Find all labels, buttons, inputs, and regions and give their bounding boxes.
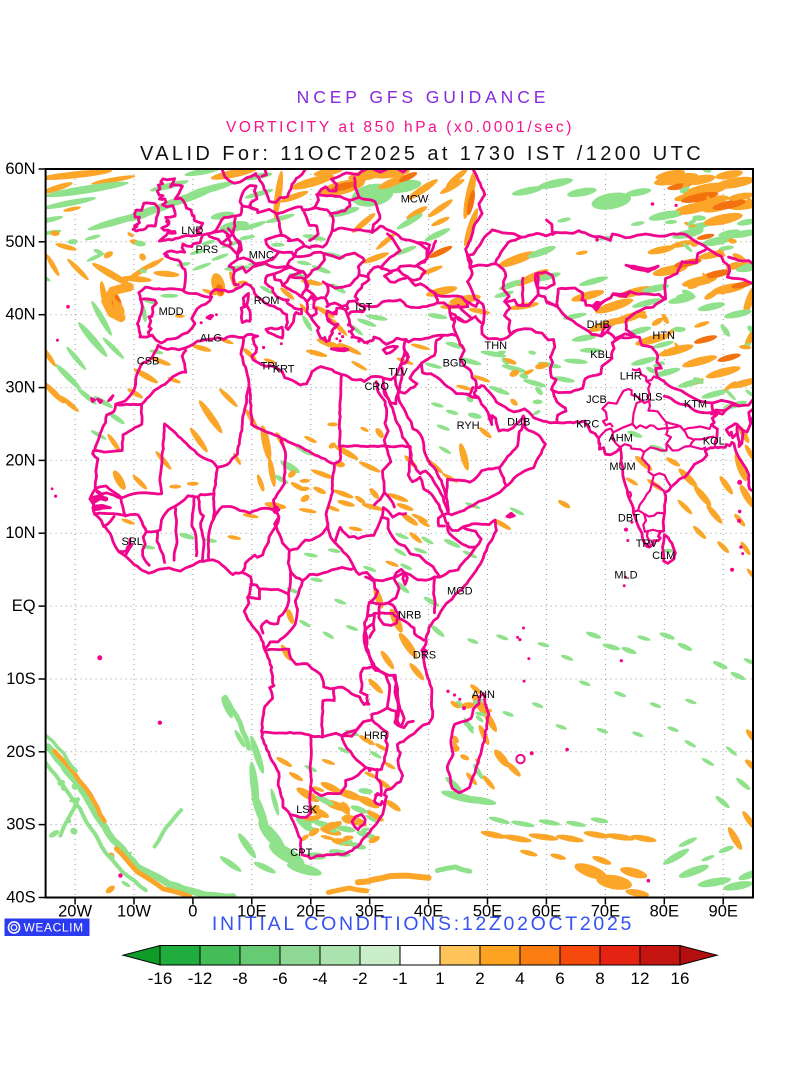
svg-text:30E: 30E xyxy=(355,903,384,921)
svg-text:MUM: MUM xyxy=(609,461,635,473)
svg-text:KOL: KOL xyxy=(703,436,725,448)
svg-text:CPT: CPT xyxy=(290,847,312,859)
svg-text:40S: 40S xyxy=(6,889,35,907)
svg-text:MCW: MCW xyxy=(401,194,429,206)
svg-text:KTM: KTM xyxy=(684,398,707,410)
svg-text:50N: 50N xyxy=(5,233,35,251)
svg-text:20E: 20E xyxy=(296,903,325,921)
svg-text:AHM: AHM xyxy=(608,433,632,445)
svg-text:MDD: MDD xyxy=(159,306,184,318)
svg-text:CLM: CLM xyxy=(652,550,675,562)
svg-text:40E: 40E xyxy=(414,903,443,921)
svg-text:ANN: ANN xyxy=(472,689,495,701)
svg-text:0: 0 xyxy=(188,903,197,921)
svg-text:INITIAL CONDITIONS:12Z02OCT202: INITIAL CONDITIONS:12Z02OCT2025 xyxy=(212,913,634,935)
svg-text:DRS: DRS xyxy=(413,650,436,662)
svg-text:10S: 10S xyxy=(6,670,35,688)
svg-text:-4: -4 xyxy=(312,969,327,988)
svg-text:CSB: CSB xyxy=(137,355,160,367)
svg-text:EQ: EQ xyxy=(12,597,36,615)
svg-text:MGD: MGD xyxy=(447,586,473,598)
svg-text:WEACLIM: WEACLIM xyxy=(24,921,84,935)
svg-text:NDLS: NDLS xyxy=(633,392,662,404)
svg-text:16: 16 xyxy=(671,969,690,988)
svg-text:LND: LND xyxy=(181,225,203,237)
svg-text:-1: -1 xyxy=(392,969,407,988)
svg-text:KRC: KRC xyxy=(576,419,599,431)
svg-text:ALG: ALG xyxy=(200,332,222,344)
svg-text:ROM: ROM xyxy=(254,295,280,307)
svg-text:TLV: TLV xyxy=(388,366,408,378)
svg-text:2: 2 xyxy=(475,969,484,988)
svg-text:50E: 50E xyxy=(473,903,502,921)
svg-text:HRR: HRR xyxy=(364,730,388,742)
svg-text:-12: -12 xyxy=(188,969,213,988)
svg-text:KBL: KBL xyxy=(590,349,611,361)
svg-text:DUB: DUB xyxy=(507,417,530,429)
svg-text:NCEP GFS GUIDANCE: NCEP GFS GUIDANCE xyxy=(297,87,550,107)
svg-text:BGD: BGD xyxy=(443,358,467,370)
svg-text:8: 8 xyxy=(595,969,604,988)
svg-text:20W: 20W xyxy=(58,903,92,921)
svg-text:60E: 60E xyxy=(532,903,561,921)
svg-text:1: 1 xyxy=(435,969,444,988)
svg-text:12: 12 xyxy=(631,969,650,988)
svg-text:MNC: MNC xyxy=(249,250,274,262)
svg-text:THN: THN xyxy=(484,340,507,352)
svg-text:90E: 90E xyxy=(709,903,738,921)
svg-text:KRT: KRT xyxy=(273,363,295,375)
svg-text:TPL: TPL xyxy=(261,360,281,372)
svg-text:DBT: DBT xyxy=(618,513,640,525)
svg-text:-6: -6 xyxy=(272,969,287,988)
svg-text:30S: 30S xyxy=(6,816,35,834)
svg-text:20S: 20S xyxy=(6,743,35,761)
svg-text:NRB: NRB xyxy=(398,610,421,622)
svg-text:IST: IST xyxy=(355,301,372,313)
svg-text:-2: -2 xyxy=(352,969,367,988)
svg-text:VORTICITY at 850 hPa (x0.0001/: VORTICITY at 850 hPa (x0.0001/sec) xyxy=(226,119,574,136)
svg-text:70E: 70E xyxy=(591,903,620,921)
svg-text:10E: 10E xyxy=(237,903,266,921)
svg-text:RYH: RYH xyxy=(457,420,480,432)
svg-text:-8: -8 xyxy=(232,969,247,988)
svg-text:LSK: LSK xyxy=(296,804,317,816)
svg-text:SRL: SRL xyxy=(121,536,142,548)
svg-text:MLD: MLD xyxy=(614,570,637,582)
svg-text:6: 6 xyxy=(555,969,564,988)
svg-text:CRO: CRO xyxy=(364,381,389,393)
svg-text:20N: 20N xyxy=(5,451,35,469)
svg-text:PRS: PRS xyxy=(195,244,218,256)
svg-text:JCB: JCB xyxy=(586,394,607,406)
svg-text:30N: 30N xyxy=(5,379,35,397)
svg-text:-16: -16 xyxy=(148,969,173,988)
svg-text:VALID For: 11OCT2025 at 1730 I: VALID For: 11OCT2025 at 1730 IST /1200 U… xyxy=(140,143,704,165)
svg-text:10N: 10N xyxy=(5,524,35,542)
svg-text:DHB: DHB xyxy=(587,319,610,331)
svg-text:4: 4 xyxy=(515,969,524,988)
svg-text:10W: 10W xyxy=(117,903,151,921)
svg-text:40N: 40N xyxy=(5,306,35,324)
svg-text:HTN: HTN xyxy=(652,330,675,342)
svg-text:80E: 80E xyxy=(650,903,679,921)
svg-text:LHR: LHR xyxy=(620,371,642,383)
svg-text:TRV: TRV xyxy=(636,538,658,550)
svg-text:60N: 60N xyxy=(5,160,35,178)
